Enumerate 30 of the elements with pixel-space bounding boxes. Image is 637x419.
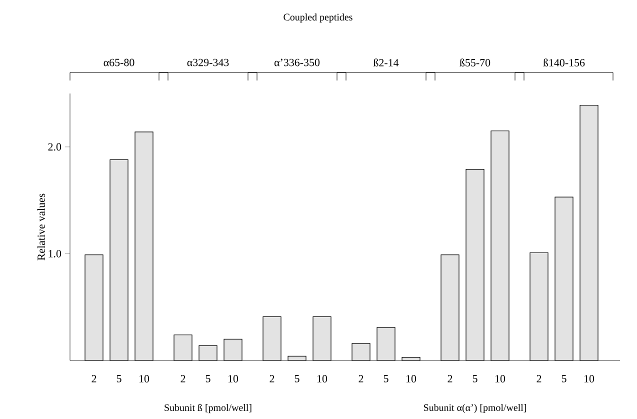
x-tick-label: 5 bbox=[562, 375, 566, 382]
x-tick-label: 10 bbox=[228, 375, 238, 382]
text: Subunit α(α’) [pmol/well] bbox=[424, 404, 526, 414]
y-axis-title: Relative values bbox=[37, 194, 45, 260]
text: α’336-350 bbox=[274, 58, 320, 66]
text: ß55-70 bbox=[460, 58, 490, 66]
text: α329-343 bbox=[187, 58, 229, 66]
chart-title: Coupled peptides bbox=[284, 13, 352, 23]
text: ß2-14 bbox=[373, 58, 399, 66]
x-tick-label: 2 bbox=[536, 375, 542, 382]
x-tick-label: 10 bbox=[584, 375, 594, 382]
x-tick-label: 2 bbox=[358, 375, 364, 382]
y-tick-label: 2.0 bbox=[48, 143, 62, 151]
x-tick-label: 5 bbox=[116, 375, 122, 382]
y-tick-label: 1.0 bbox=[48, 250, 62, 258]
x-tick-label: 5 bbox=[294, 375, 300, 382]
x-tick-label: 10 bbox=[139, 375, 150, 382]
x-tick-label: 2 bbox=[448, 375, 452, 382]
x-tick-label: 2 bbox=[270, 375, 274, 382]
x-tick-label: 10 bbox=[496, 375, 506, 382]
x-tick-label: 5 bbox=[206, 375, 210, 382]
x-tick-label: 2 bbox=[180, 375, 186, 382]
x-tick-label: 10 bbox=[317, 375, 328, 382]
text: ß140-156 bbox=[543, 58, 585, 66]
x-tick-label: 10 bbox=[406, 375, 416, 382]
x-tick-label: 5 bbox=[472, 375, 478, 382]
x-tick-label: 5 bbox=[384, 375, 388, 382]
x-tick-label: 2 bbox=[92, 375, 96, 382]
text: Subunit ß [pmol/well] bbox=[164, 404, 252, 414]
text: α65-80 bbox=[104, 58, 134, 66]
